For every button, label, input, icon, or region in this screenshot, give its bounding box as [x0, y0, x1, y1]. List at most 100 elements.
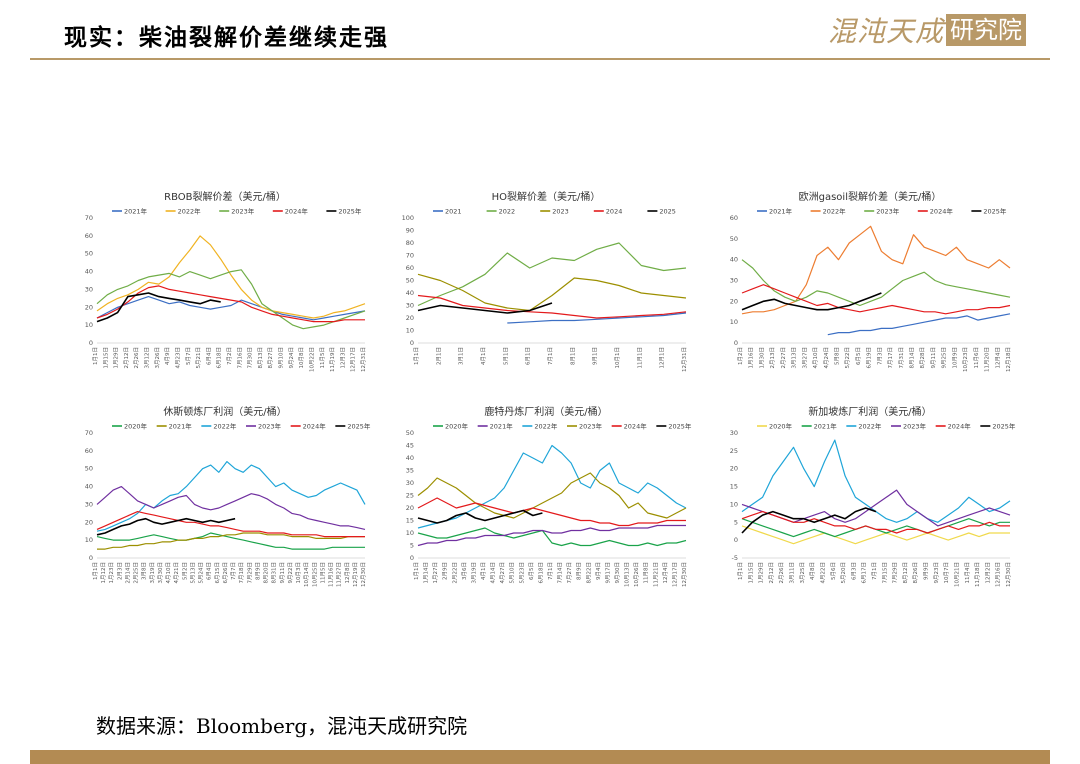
- x-tick-label: 1月27日: [432, 562, 439, 584]
- x-tick-label: 2月27日: [780, 347, 787, 369]
- x-tick-label: 9月4日: [595, 562, 602, 580]
- legend-label-2025: 2025年: [668, 422, 692, 431]
- chart-title: 休斯顿炼厂利润（美元/桶）: [163, 405, 286, 418]
- legend-label-2024: 2024年: [285, 207, 309, 216]
- x-tick-label: 1月16日: [748, 347, 755, 369]
- chart-ho-crack: HO裂解价差（美元/桶） 2021 2022 2023 2024 2025 0 10 20 30 4…: [402, 190, 688, 372]
- legend-label-2025: 2025年: [338, 207, 362, 216]
- x-tick-label: 7月17日: [887, 347, 894, 369]
- x-tick-label: 11月27日: [336, 562, 343, 587]
- y-tick-label: 50: [85, 465, 93, 473]
- x-tick-label: 11月18日: [974, 562, 981, 587]
- y-tick-label: 30: [730, 277, 738, 285]
- x-tick-label: 12月30日: [1005, 562, 1012, 587]
- series-line-2025: [741, 292, 882, 311]
- x-tick-label: 6月1日: [525, 347, 532, 365]
- x-tick-label: 12月18日: [1005, 347, 1012, 372]
- x-tick-label: 10月3日: [295, 562, 302, 584]
- series-line-2024: [96, 285, 365, 323]
- x-tick-label: 4月1日: [480, 347, 487, 365]
- x-tick-label: 2月1日: [435, 347, 442, 365]
- legend-label-2022: 2022: [499, 208, 516, 216]
- y-tick-label: 50: [406, 277, 414, 285]
- x-tick-label: 7月3日: [876, 347, 883, 365]
- x-tick-label: 5月7日: [185, 347, 192, 365]
- x-tick-label: 3月8日: [141, 562, 148, 580]
- y-tick-label: 35: [406, 467, 414, 475]
- series-line-2020: [741, 525, 1010, 545]
- x-tick-label: 7月27日: [566, 562, 573, 584]
- y-tick-label: 20: [730, 297, 738, 305]
- x-tick-label: 9月24日: [288, 347, 295, 369]
- y-tick-label: 0: [89, 339, 93, 347]
- chart-singapore-margin: 新加坡炼厂利润（美元/桶） 2020年 2021年 2022年 2023年 2024年 20…: [730, 405, 1016, 587]
- x-tick-label: 5月20日: [840, 562, 847, 584]
- y-tick-label: 50: [730, 235, 738, 243]
- x-tick-label: 9月17日: [604, 562, 611, 584]
- y-tick-label: 60: [85, 232, 93, 240]
- y-tick-label: 50: [406, 429, 414, 437]
- x-tick-label: 9月23日: [933, 562, 940, 584]
- x-tick-label: 8月12日: [902, 562, 909, 584]
- x-tick-label: 11月16日: [328, 562, 335, 587]
- legend-label-2021: 2021年: [769, 207, 793, 216]
- x-tick-label: 2月12日: [768, 562, 775, 584]
- series-line-2024: [96, 511, 365, 538]
- y-tick-label: 10: [406, 529, 414, 537]
- y-tick-label: 20: [406, 504, 414, 512]
- series-line-2021: [96, 296, 366, 321]
- x-tick-label: 4月14日: [490, 562, 497, 584]
- x-tick-label: 2月22日: [451, 562, 458, 584]
- x-tick-label: 3月13日: [791, 347, 798, 369]
- x-tick-label: 4月9日: [164, 347, 171, 365]
- y-tick-label: 50: [85, 250, 93, 258]
- x-tick-label: 2月26日: [778, 562, 785, 584]
- series-line-2021: [507, 312, 687, 324]
- x-tick-label: 6月17日: [861, 562, 868, 584]
- x-tick-label: 7月31日: [898, 347, 905, 369]
- legend-label-2024: 2024: [606, 208, 623, 216]
- x-tick-label: 1月12日: [100, 562, 107, 584]
- y-tick-label: 60: [406, 264, 414, 272]
- x-tick-label: 7月14日: [557, 562, 564, 584]
- x-tick-label: 7月29日: [246, 562, 253, 584]
- y-tick-label: 0: [734, 536, 738, 544]
- series-line-2023: [96, 269, 366, 330]
- series-line-2025: [741, 507, 877, 534]
- x-tick-label: 12月17日: [671, 562, 678, 587]
- y-tick-label: 20: [406, 314, 414, 322]
- x-tick-label: 3月19日: [149, 562, 156, 584]
- x-tick-label: 12月30日: [681, 562, 688, 587]
- x-tick-label: 3月11日: [789, 562, 796, 584]
- x-tick-label: 11月1日: [636, 347, 643, 369]
- x-tick-label: 7月7日: [230, 562, 237, 580]
- chart-rbob-crack: RBOB裂解价差（美元/桶） 2021年 2022年 2023年 2024年 2025年 0…: [85, 190, 367, 372]
- y-tick-label: 15: [730, 483, 738, 491]
- y-tick-label: 70: [85, 429, 93, 437]
- x-tick-label: 9月10日: [278, 347, 285, 369]
- x-tick-label: 8月28日: [919, 347, 926, 369]
- x-tick-label: 5月23日: [518, 562, 525, 584]
- x-tick-label: 2月9日: [442, 562, 449, 580]
- y-tick-label: 40: [85, 268, 93, 276]
- series-line-2020: [96, 532, 365, 550]
- legend-label-2022: 2022年: [178, 207, 202, 216]
- legend-label-2021: 2021年: [124, 207, 148, 216]
- x-tick-label: 11月4日: [964, 562, 971, 584]
- y-tick-label: 0: [734, 339, 738, 347]
- x-tick-label: 9月11日: [930, 347, 937, 369]
- series-line-2022: [417, 444, 687, 529]
- legend-label-2022: 2022年: [213, 422, 237, 431]
- series-line-2024: [741, 284, 1011, 315]
- x-tick-label: 5月2日: [181, 562, 188, 580]
- legend-label-2020: 2020年: [124, 422, 148, 431]
- legend-label-2022: 2022年: [534, 422, 558, 431]
- chart-houston-margin: 休斯顿炼厂利润（美元/桶） 2020年 2021年 2022年 2023年 2024年 20…: [85, 405, 371, 587]
- legend-label-2025: 2025年: [992, 422, 1016, 431]
- y-tick-label: 0: [89, 554, 93, 562]
- x-tick-label: 4月10日: [165, 562, 172, 584]
- chart-title: 鹿特丹炼厂利润（美元/桶）: [484, 405, 607, 418]
- x-tick-label: 3月6日: [461, 562, 468, 580]
- x-tick-label: 6月3日: [850, 562, 857, 580]
- y-tick-label: 90: [406, 227, 414, 235]
